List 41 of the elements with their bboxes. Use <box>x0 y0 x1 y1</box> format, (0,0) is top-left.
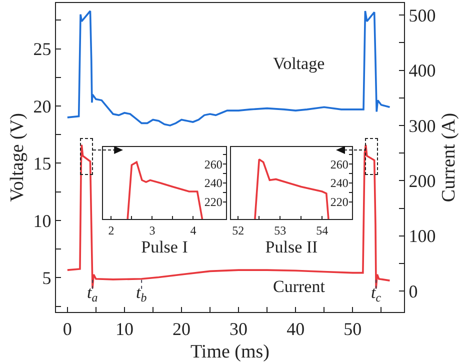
y-axis-title: Voltage (V) <box>7 113 28 202</box>
y2-tick-label: 200 <box>408 170 436 191</box>
y-tick-label: 260 <box>204 157 222 172</box>
y-tick-label: 260 <box>330 157 348 172</box>
y2-tick-label: 300 <box>408 116 436 136</box>
line-series <box>126 161 204 219</box>
y2-tick-label: 500 <box>408 5 436 26</box>
y2-tick-label: 400 <box>408 60 436 81</box>
x-tick-label: 0 <box>62 318 72 339</box>
ref-line-label: t$_{a}$ <box>87 283 98 305</box>
y2-axis-title: Current (A) <box>438 112 460 202</box>
x-tick-label: 30 <box>230 318 248 339</box>
y-tick-label: 20 <box>33 96 52 116</box>
x-tick-label: 52 <box>232 224 244 238</box>
x-axis-title: Pulse II <box>265 238 318 257</box>
x-tick-label: 4 <box>190 224 196 238</box>
x-tick-label: 2 <box>108 224 114 238</box>
line-series <box>254 158 330 219</box>
y-tick-label: 25 <box>33 39 52 60</box>
x-axis-title: Pulse I <box>141 238 188 257</box>
x-axis-title: Time (ms) <box>190 342 270 362</box>
line-series <box>66 10 391 126</box>
x-tick-label: 20 <box>172 318 191 339</box>
x-tick-label: 54 <box>316 224 328 238</box>
y-tick-label: 240 <box>330 176 348 190</box>
y-tick-label: 5 <box>42 268 52 288</box>
x-tick-label: 40 <box>286 318 305 339</box>
ref-line-label: t$_{b}$ <box>136 283 147 305</box>
x-tick-label: 53 <box>274 224 286 238</box>
y-tick-label: 15 <box>33 154 52 174</box>
y-tick-label: 220 <box>330 195 348 210</box>
y2-tick-label: 100 <box>408 226 436 246</box>
text: Voltage <box>273 54 325 73</box>
y-tick-label: 220 <box>204 195 222 210</box>
x-tick-label: 3 <box>149 224 156 238</box>
y2-tick-label: 0 <box>408 281 418 302</box>
x-tick-label: 50 <box>344 318 362 339</box>
y-tick-label: 240 <box>204 176 222 190</box>
series-label: Current <box>273 277 326 296</box>
x-tick-label: 10 <box>115 318 134 339</box>
ref-line-label: t$_{c}$ <box>371 283 382 305</box>
